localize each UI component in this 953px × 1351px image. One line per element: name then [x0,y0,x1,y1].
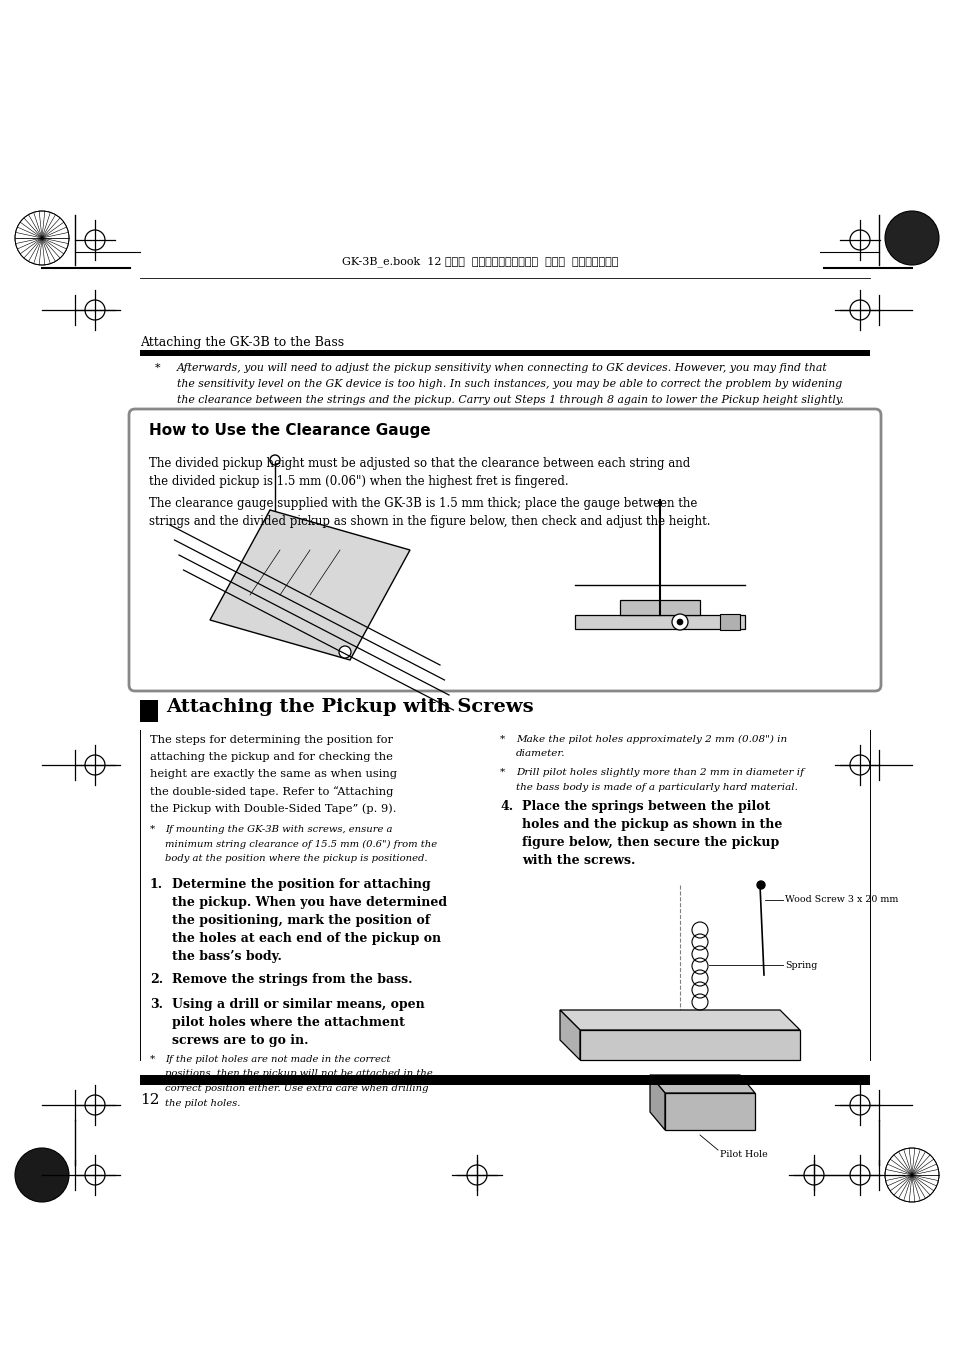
Text: If the pilot holes are not made in the correct: If the pilot holes are not made in the c… [165,1055,390,1065]
FancyBboxPatch shape [129,409,880,690]
Circle shape [884,1148,938,1202]
Polygon shape [559,1011,579,1061]
Text: *: * [499,735,505,744]
Circle shape [338,646,351,658]
Text: diameter.: diameter. [516,750,565,758]
Circle shape [270,455,280,465]
Text: The clearance gauge supplied with the GK-3B is 1.5 mm thick; place the gauge bet: The clearance gauge supplied with the GK… [149,497,697,509]
Circle shape [15,211,69,265]
Text: strings and the divided pickup as shown in the figure below, then check and adju: strings and the divided pickup as shown … [149,515,710,528]
Text: Wood Screw 3 x 20 mm: Wood Screw 3 x 20 mm [784,896,898,905]
Bar [575,615,744,630]
Text: 2.: 2. [150,973,163,986]
Text: The steps for determining the position for: The steps for determining the position f… [150,735,393,744]
Text: minimum string clearance of 15.5 mm (0.6") from the: minimum string clearance of 15.5 mm (0.6… [165,839,436,848]
Circle shape [757,881,764,889]
Polygon shape [579,1029,800,1061]
Text: *: * [499,767,505,777]
Text: The divided pickup height must be adjusted so that the clearance between each st: The divided pickup height must be adjust… [149,457,690,470]
Text: GK-3B_e.book  12 ページ  ２０２１年７月１５日  木曜日  午後５時１４分: GK-3B_e.book 12 ページ ２０２１年７月１５日 木曜日 午後５時１… [341,257,618,267]
Text: Attaching the Pickup with Screws: Attaching the Pickup with Screws [166,698,533,716]
Text: *: * [154,363,160,373]
Circle shape [677,619,682,626]
Circle shape [15,1148,69,1202]
Text: the divided pickup is 1.5 mm (0.06") when the highest fret is fingered.: the divided pickup is 1.5 mm (0.06") whe… [149,476,568,488]
Text: the clearance between the strings and the pickup. Carry out Steps 1 through 8 ag: the clearance between the strings and th… [177,394,843,405]
Text: height are exactly the same as when using: height are exactly the same as when usin… [150,769,396,780]
Text: If mounting the GK-3B with screws, ensure a: If mounting the GK-3B with screws, ensur… [165,825,392,834]
Text: Drill pilot holes slightly more than 2 mm in diameter if: Drill pilot holes slightly more than 2 m… [516,767,803,777]
Text: the positioning, mark the position of: the positioning, mark the position of [172,915,430,927]
Text: Place the springs between the pilot: Place the springs between the pilot [521,800,769,813]
Text: the Pickup with Double-Sided Tape” (p. 9).: the Pickup with Double-Sided Tape” (p. 9… [150,802,396,813]
Polygon shape [649,1075,664,1129]
Text: body at the position where the pickup is positioned.: body at the position where the pickup is… [165,854,427,863]
Text: the pilot holes.: the pilot holes. [165,1098,240,1108]
Text: the double-sided tape. Refer to “Attaching: the double-sided tape. Refer to “Attachi… [150,786,393,797]
Text: Spring: Spring [784,961,817,970]
Text: Using a drill or similar means, open: Using a drill or similar means, open [172,998,424,1011]
Text: figure below, then secure the pickup: figure below, then secure the pickup [521,836,779,848]
Text: Remove the strings from the bass.: Remove the strings from the bass. [172,973,412,986]
Bar [140,700,158,721]
Text: *: * [150,1055,155,1065]
Text: *: * [150,825,155,834]
Text: holes and the pickup as shown in the: holes and the pickup as shown in the [521,817,781,831]
Bar [140,350,869,357]
Text: Make the pilot holes approximately 2 mm (0.08") in: Make the pilot holes approximately 2 mm … [516,735,786,744]
Text: positions, then the pickup will not be attached in the: positions, then the pickup will not be a… [165,1070,433,1078]
Text: How to Use the Clearance Gauge: How to Use the Clearance Gauge [149,423,430,438]
Text: the holes at each end of the pickup on: the holes at each end of the pickup on [172,932,440,944]
Polygon shape [664,1093,754,1129]
Bar [140,1075,869,1085]
Text: correct position either. Use extra care when drilling: correct position either. Use extra care … [165,1084,428,1093]
Text: with the screws.: with the screws. [521,854,635,867]
Text: 1.: 1. [150,878,163,892]
Text: attaching the pickup and for checking the: attaching the pickup and for checking th… [150,753,393,762]
Text: Determine the position for attaching: Determine the position for attaching [172,878,431,892]
Text: the bass’s body.: the bass’s body. [172,950,281,963]
Text: 4.: 4. [499,800,513,813]
Text: the pickup. When you have determined: the pickup. When you have determined [172,896,447,909]
Polygon shape [649,1075,754,1093]
Polygon shape [210,509,410,661]
Text: Pilot Hole: Pilot Hole [720,1150,767,1159]
Text: the sensitivity level on the GK device is too high. In such instances, you may b: the sensitivity level on the GK device i… [177,380,841,389]
Text: Attaching the GK-3B to the Bass: Attaching the GK-3B to the Bass [140,336,344,349]
Bar [619,600,700,615]
Text: 12: 12 [140,1093,159,1106]
Text: Afterwards, you will need to adjust the pickup sensitivity when connecting to GK: Afterwards, you will need to adjust the … [177,363,827,373]
Text: 3.: 3. [150,998,163,1011]
Polygon shape [559,1011,800,1029]
Bar [720,613,740,630]
Text: screws are to go in.: screws are to go in. [172,1034,308,1047]
Circle shape [884,211,938,265]
Text: pilot holes where the attachment: pilot holes where the attachment [172,1016,404,1029]
Text: the bass body is made of a particularly hard material.: the bass body is made of a particularly … [516,782,797,792]
Circle shape [671,613,687,630]
